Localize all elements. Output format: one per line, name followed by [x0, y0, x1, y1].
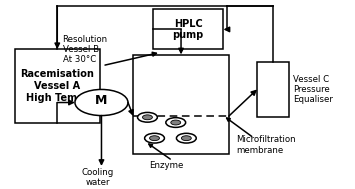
Text: Vessel C
Pressure
Equaliser: Vessel C Pressure Equaliser [293, 74, 333, 104]
Text: Resolution
Vessel B
At 30°C: Resolution Vessel B At 30°C [62, 35, 108, 64]
Bar [257, 62, 289, 117]
Text: HPLC
pump: HPLC pump [173, 19, 204, 40]
Circle shape [171, 120, 181, 125]
Text: M: M [95, 94, 108, 107]
Bar [133, 55, 229, 154]
Text: Racemisation
Vessel A
High Temp.: Racemisation Vessel A High Temp. [20, 69, 94, 103]
Text: Microfiltration
membrane: Microfiltration membrane [236, 136, 295, 155]
Circle shape [166, 118, 186, 127]
Circle shape [75, 89, 128, 115]
Circle shape [149, 136, 159, 141]
Circle shape [137, 112, 157, 122]
Circle shape [142, 115, 152, 120]
Bar [153, 9, 223, 49]
Bar [15, 49, 100, 122]
Circle shape [144, 133, 164, 143]
Text: Cooling
water: Cooling water [82, 168, 114, 187]
Text: Enzyme: Enzyme [149, 161, 184, 170]
Circle shape [181, 136, 191, 141]
Circle shape [176, 133, 196, 143]
